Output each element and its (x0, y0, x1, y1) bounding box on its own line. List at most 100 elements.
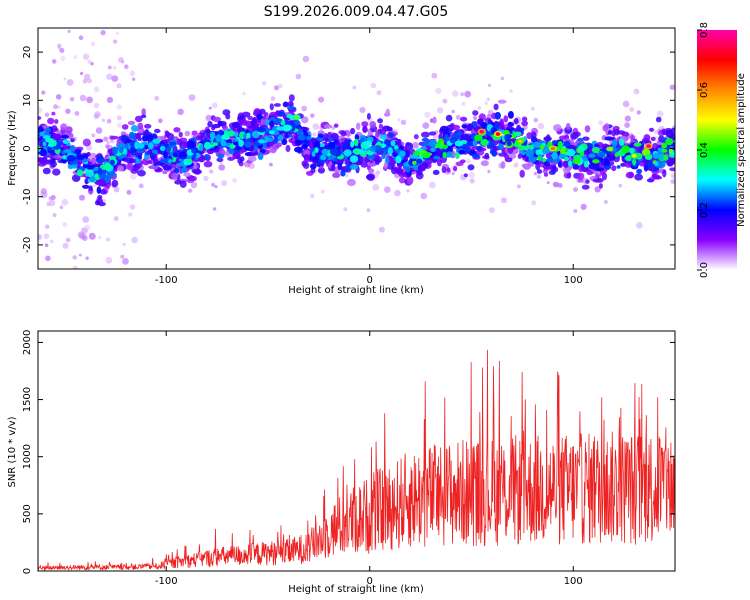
spectrogram-cell (397, 168, 404, 175)
spectrogram-cell (573, 187, 578, 192)
spectrogram-cell (94, 138, 104, 143)
spectrogram-cell (84, 224, 91, 231)
spectrogram-cell (314, 147, 319, 154)
spectrogram-cell (661, 128, 666, 134)
spectrogram-cell (530, 106, 535, 111)
spectrogram-cell (96, 155, 105, 164)
spectrogram-cell (406, 189, 410, 193)
spectrogram-cell (137, 169, 146, 177)
spectrogram-cell (208, 106, 212, 110)
spectrogram-cell (137, 154, 142, 160)
spectrogram-cell (670, 151, 675, 156)
spectrogram-cell (368, 161, 377, 167)
colorbar-label: Normalized spectral amplitude (736, 73, 747, 227)
spectrogram-cell (387, 147, 393, 155)
spectrogram-cell (551, 140, 559, 144)
spectrogram-cell (591, 146, 600, 154)
spectrogram-cell (602, 124, 608, 132)
spectrogram-cell (115, 31, 119, 35)
spectrogram-cell (588, 153, 596, 158)
spectrogram-cell (60, 56, 66, 61)
colorbar-ticks: 0.0 0.2 0.4 0.6 0.8 (697, 22, 710, 278)
spectrogram-cell (317, 167, 325, 174)
spectrogram-cell (646, 178, 655, 183)
spectrogram-cell (95, 127, 103, 134)
spectrogram-cell (455, 152, 460, 160)
spectrogram-cell (154, 95, 160, 101)
spectrogram-cell (180, 167, 188, 173)
spectrogram-cell (581, 184, 590, 190)
spectrogram-cell (367, 155, 376, 159)
spectrogram-cell (76, 169, 84, 177)
spectrogram-cell (488, 140, 495, 149)
spectrogram-cell (519, 127, 525, 133)
spectrogram-cell (514, 118, 519, 125)
spectrogram-cell (49, 239, 54, 244)
spectrogram-cell (94, 111, 101, 118)
spectrogram-cell (53, 104, 58, 110)
spectrogram-cell (113, 216, 119, 222)
spectrogram-cell (625, 171, 635, 179)
spectrogram-cell (317, 133, 324, 139)
spectrogram-cell (93, 86, 100, 93)
spectrogram-cell (277, 134, 284, 142)
spectrogram-cell (247, 115, 254, 121)
spectrogram-cell (461, 124, 468, 129)
spectrogram-cell (472, 110, 479, 116)
spectrogram-cell (663, 154, 669, 161)
spectrogram-cell (451, 124, 461, 131)
spectrogram-cell (72, 255, 77, 260)
spectrogram-cell (47, 117, 55, 125)
spectrogram-cell (263, 112, 269, 117)
spectrogram-cell (274, 85, 279, 91)
spectrogram-cell (105, 256, 113, 264)
spectrogram-cell (162, 164, 172, 171)
spectrogram-cell (573, 209, 578, 213)
spectrogram-cell (38, 234, 43, 240)
spectrogram-cell (91, 133, 96, 138)
spectrogram-cell (221, 180, 228, 187)
spectrogram-cell (514, 131, 522, 137)
spectrogram-cell (212, 142, 219, 147)
spectrogram-cell (310, 163, 317, 170)
spectrogram-peak (495, 132, 501, 136)
spectrogram-cell (278, 83, 283, 89)
spectrogram-cell (301, 144, 308, 150)
spectrogram-cell (662, 169, 667, 178)
spectrogram-cell (257, 126, 266, 133)
spectrogram-cell (541, 148, 550, 154)
spectrogram-cell (536, 174, 542, 179)
spectrogram-cell (138, 183, 144, 189)
spectrogram-cell (460, 92, 465, 97)
spectrogram-cell (436, 107, 444, 114)
spectrogram-cell (349, 155, 359, 163)
spectrogram-cell (144, 151, 150, 156)
spectrogram-cell (458, 150, 466, 155)
spectrogram-cell (420, 192, 428, 200)
spectrogram-ytick-label: 20 (22, 46, 33, 59)
spectrogram-cell (422, 122, 430, 129)
spectrogram-cell (193, 169, 202, 175)
spectrogram-cell (645, 154, 653, 161)
spectrogram-cell (625, 155, 632, 162)
spectrogram-cell (331, 163, 336, 172)
spectrogram-cell (129, 70, 136, 77)
spectrogram-cell (509, 89, 513, 93)
spectrogram-cell (118, 146, 124, 154)
spectrogram-cell (630, 134, 635, 142)
spectrogram-cell (106, 96, 114, 103)
spectrogram-cell (238, 139, 244, 147)
spectrogram-cell (582, 136, 590, 141)
spectrogram-cell (89, 152, 97, 160)
spectrogram-cell (122, 242, 126, 246)
spectrogram-cell (112, 39, 118, 44)
spectrogram-cell (552, 181, 560, 188)
spectrogram-cell (302, 55, 310, 63)
spectrogram-cell (412, 163, 420, 171)
spectrogram-cell (418, 166, 424, 170)
spectrogram-cell (433, 155, 441, 160)
spectrogram-cell (285, 144, 291, 153)
spectrogram-cell (212, 207, 217, 211)
spectrogram-peak (550, 146, 556, 151)
spectrogram-cell (60, 134, 69, 139)
